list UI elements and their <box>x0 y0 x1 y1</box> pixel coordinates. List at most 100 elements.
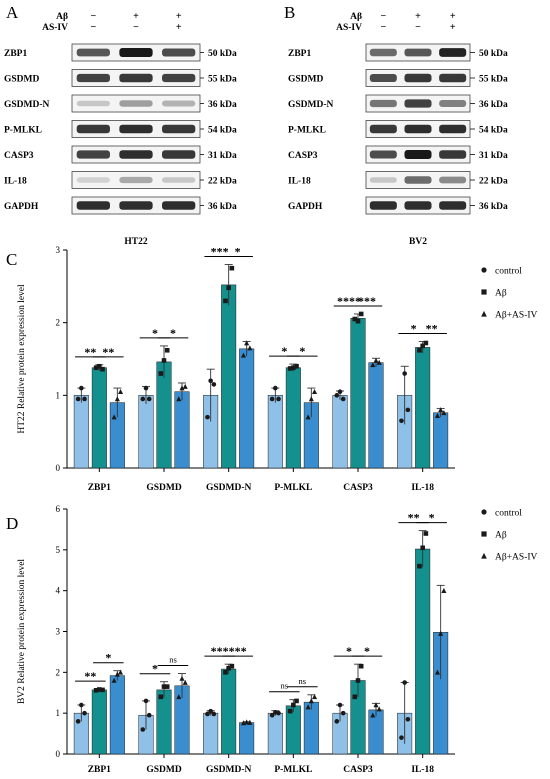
significance-label: *** <box>229 644 247 658</box>
legend-marker <box>481 531 487 537</box>
blot-band <box>369 99 397 108</box>
significance-label: * <box>429 511 435 525</box>
blot-band <box>404 150 432 159</box>
data-point <box>179 385 185 391</box>
blot-band <box>439 150 467 159</box>
kda-label: 31 kDa <box>479 151 508 161</box>
category-label: IL-18 <box>411 765 434 774</box>
data-point <box>118 388 124 394</box>
significance-label: ns <box>169 655 177 665</box>
y-tick-label: 3 <box>56 627 61 637</box>
data-point <box>434 412 440 418</box>
blot-band <box>439 124 467 134</box>
data-point <box>75 719 81 724</box>
treatment-label: AS-IV <box>42 23 68 33</box>
kda-label: 31 kDa <box>208 151 237 161</box>
blot-band <box>369 201 397 210</box>
kda-label: 36 kDa <box>479 202 508 212</box>
significance-label: ** <box>408 511 420 525</box>
blot-band <box>119 48 153 57</box>
blot-band <box>76 48 110 57</box>
blot-band <box>76 100 110 107</box>
y-tick-label: 0 <box>56 749 61 759</box>
protein-label: ZBP1 <box>288 49 311 59</box>
significance-label: *** <box>358 294 376 308</box>
bar <box>239 722 255 755</box>
data-point <box>417 347 422 353</box>
blot-band <box>76 124 110 134</box>
legend-label: Aβ+AS-IV <box>495 311 538 321</box>
blot-band <box>439 100 467 107</box>
kda-label: 36 kDa <box>479 100 508 110</box>
data-point <box>97 687 102 692</box>
data-point <box>420 343 425 349</box>
significance-label: * <box>170 326 176 340</box>
data-point <box>240 352 246 358</box>
bar <box>91 689 107 755</box>
kda-label: 22 kDa <box>208 177 237 187</box>
blot-band <box>162 48 196 57</box>
data-point <box>337 702 343 708</box>
blot-band <box>162 150 196 159</box>
category-label: ZBP1 <box>88 765 111 774</box>
blot-band <box>439 201 467 210</box>
treatment-label: Aβ <box>350 12 362 22</box>
data-point <box>305 704 311 710</box>
data-point <box>226 665 231 671</box>
data-point <box>205 414 210 420</box>
blot-band <box>404 48 432 57</box>
bar <box>109 675 125 755</box>
data-point <box>373 702 379 708</box>
data-point <box>161 358 167 363</box>
significance-label: * <box>281 344 287 358</box>
bar <box>174 391 190 469</box>
blot-band <box>369 124 397 134</box>
data-point <box>334 719 340 724</box>
data-point <box>211 711 217 717</box>
data-point <box>205 711 210 717</box>
treatment-sign: − <box>90 22 96 33</box>
blot-band <box>404 124 432 134</box>
blot-band <box>404 99 432 108</box>
blot-band <box>119 100 153 107</box>
data-point <box>146 712 152 718</box>
data-point <box>269 396 275 402</box>
blot-band <box>76 201 110 210</box>
data-point <box>223 298 228 304</box>
protein-label: CASP3 <box>4 151 34 161</box>
data-point <box>208 378 213 384</box>
blot-band <box>162 177 196 183</box>
treatment-sign: + <box>450 11 456 22</box>
data-point <box>373 357 379 363</box>
data-point <box>176 396 182 402</box>
treatment-label: AS-IV <box>336 23 362 33</box>
legend-marker <box>481 310 487 317</box>
data-point <box>140 727 146 732</box>
protein-label: CASP3 <box>288 151 318 161</box>
data-point <box>208 708 213 714</box>
data-point <box>402 680 407 685</box>
significance-label: * <box>152 326 158 340</box>
data-point <box>438 407 444 413</box>
panel-letter-b: B <box>284 3 295 22</box>
data-point <box>434 669 440 675</box>
significance-label: * <box>346 644 352 658</box>
significance-label: * <box>299 344 305 358</box>
data-point <box>146 396 152 402</box>
data-point <box>182 383 188 389</box>
data-point <box>269 712 275 718</box>
data-point <box>158 694 164 700</box>
blot-band <box>404 73 432 83</box>
data-point <box>75 396 81 402</box>
blot-band <box>162 100 196 107</box>
bar <box>332 395 348 469</box>
protein-label: GAPDH <box>4 202 39 212</box>
significance-label: ** <box>102 345 114 359</box>
data-point <box>287 708 293 714</box>
bar <box>267 395 283 469</box>
y-tick-label: 6 <box>56 504 61 514</box>
data-point <box>229 663 235 669</box>
